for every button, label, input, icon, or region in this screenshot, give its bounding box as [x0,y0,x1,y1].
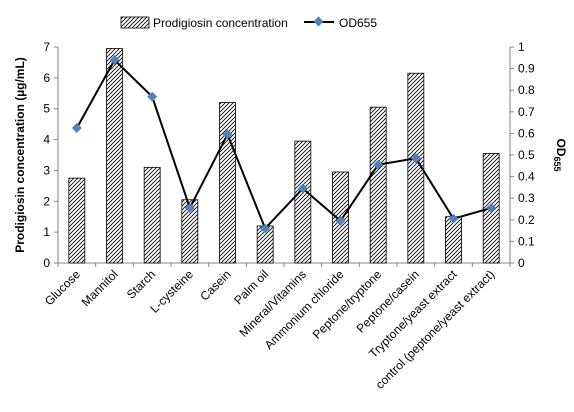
bar [181,199,199,264]
y2-tick-label: 0 [518,256,525,270]
y-tick-label: 1 [43,225,50,239]
y2-axis-title-main: OD [554,138,568,156]
y2-axis-title-sub: 655 [552,156,562,171]
category-label: Peptone/tryptone [310,267,385,342]
bar [143,166,161,264]
od-line [75,58,492,231]
category-label: Mineral/Vitamins [236,267,308,339]
y2-axis-title: OD655 [552,138,568,171]
line-series [71,55,497,234]
od-marker [184,202,195,213]
bar [294,140,312,264]
bar [106,48,123,264]
od-marker [222,129,233,140]
y2-tick-label: 0.5 [518,148,535,162]
y2-tick-label: 0.7 [518,105,535,119]
od-marker [410,153,421,164]
od-marker [486,202,497,213]
od-marker [448,213,459,224]
y2-tick-label: 0.3 [518,191,535,205]
legend-bar-swatch [120,16,150,29]
y-tick-label: 4 [43,133,50,147]
od-marker [373,159,384,170]
y-tick-label: 5 [43,102,50,116]
bar [369,106,387,264]
bars [68,48,500,264]
legend-line-label: OD655 [339,16,377,30]
y-tick-label: 2 [43,194,50,208]
y2-tick-label: 0.6 [518,126,535,140]
od-marker [71,123,82,133]
y-tick-label: 0 [43,256,50,270]
od-marker [335,215,346,226]
tick-labels: 0 1 2 3 4 5 6 7 0 0.1 0.2 0.3 0.4 0.5 0.6 0.7 0.8 0.9 1 [43,40,535,270]
y2-tick-label: 0.2 [518,213,535,227]
category-label: Casein [197,267,233,303]
od-marker [147,91,158,102]
od-marker [297,183,308,194]
y2-tick-label: 0.8 [518,83,535,97]
category-label: Mannitol [79,267,121,309]
category-label: Starch [124,267,158,301]
y2-tick-label: 0.9 [518,62,535,76]
bar [219,102,236,264]
axes [54,46,514,267]
bar [68,177,86,264]
category-label: Glucose [42,267,83,308]
od-marker [109,55,120,65]
y-tick-label: 3 [43,163,50,177]
od-marker [260,223,271,234]
bar [407,72,425,264]
legend-line-marker [313,16,324,27]
y-tick-label: 6 [43,71,50,85]
y2-tick-label: 0.1 [518,234,535,248]
y-tick-label: 7 [43,40,50,54]
y2-tick-label: 0.4 [518,170,535,184]
legend-bar-label: Prodigiosin concentration [153,16,288,30]
y2-tick-label: 1 [518,40,525,54]
legend: Prodigiosin concentration OD655 [120,16,377,30]
y-axis-title: Prodigiosin concentration (µg/mL) [13,57,27,253]
